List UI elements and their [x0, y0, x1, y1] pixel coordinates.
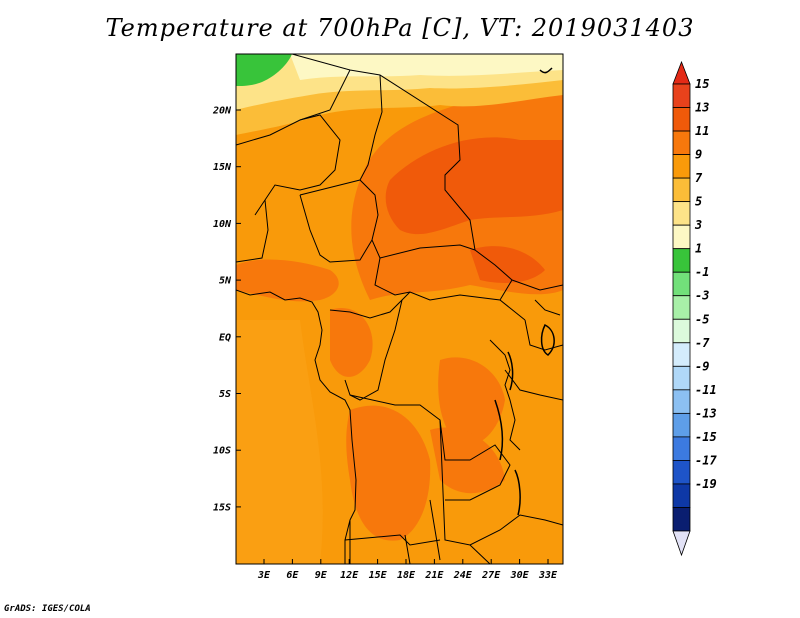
- green-corner-1-3: [236, 54, 292, 86]
- colorbar-lower-arrow: [672, 530, 691, 557]
- colorbar-upper-arrow: [672, 60, 691, 85]
- colorbar-label: -19: [695, 477, 717, 491]
- colorbar: 15 13 11 9 7 5 3 1 -1 -3 -5 -7 -9 -11 -13 -15 -17 -19: [672, 60, 717, 557]
- lat-tick-label: EQ: [219, 332, 231, 343]
- longitude-axis: 3E 6E 9E 12E 15E 18E 21E 24E 27E 30E 33E: [257, 559, 558, 581]
- hot-zone-chad: [385, 137, 563, 235]
- lakes: [494, 67, 555, 516]
- colorbar-label: 13: [695, 101, 709, 115]
- grads-credit: GrADS: IGES/COLA: [4, 604, 91, 614]
- colorbar-segment: [672, 248, 691, 273]
- lon-tick-label: 18E: [397, 570, 416, 581]
- lon-tick-label: 21E: [424, 570, 444, 581]
- borders: [236, 54, 563, 564]
- warm-zone-angola: [346, 405, 431, 541]
- lat-tick-label: 10S: [213, 446, 231, 457]
- map-frame: [235, 53, 564, 565]
- colorbar-label: -1: [695, 265, 709, 279]
- colorbar-segment: [672, 436, 691, 461]
- colorbar-label: 5: [695, 195, 702, 209]
- colorbar-segment: [672, 389, 691, 414]
- colorbar-label: -9: [695, 359, 709, 373]
- lon-tick-label: 33E: [538, 570, 558, 581]
- cool-band-north-3-5: [290, 54, 563, 80]
- warm-zone-west: [236, 259, 339, 302]
- colorbar-segment: [672, 507, 691, 532]
- colorbar-label: -7: [695, 336, 710, 350]
- colorbar-label: 11: [695, 124, 709, 138]
- colorbar-label: 1: [695, 242, 702, 256]
- colorbar-label: 9: [695, 148, 702, 162]
- colorbar-segment: [672, 201, 691, 226]
- lat-tick-label: 5N: [219, 276, 232, 287]
- colorbar-label: -13: [695, 406, 717, 420]
- lon-tick-label: 9E: [315, 570, 328, 581]
- colorbar-label: 7: [695, 171, 703, 185]
- chart-title: Temperature at 700hPa [C], VT: 201903140…: [105, 14, 695, 42]
- lon-tick-label: 6E: [286, 570, 299, 581]
- colorbar-segment: [672, 130, 691, 155]
- lon-tick-label: 15E: [369, 570, 388, 581]
- colorbar-segment: [672, 412, 691, 438]
- colorbar-label: 15: [695, 77, 709, 91]
- colorbar-segment: [672, 83, 691, 108]
- colorbar-segment: [672, 460, 691, 485]
- colorbar-segment: [672, 224, 691, 250]
- colorbar-segment: [672, 365, 691, 391]
- colorbar-segment: [672, 483, 691, 508]
- colorbar-label: -5: [695, 312, 709, 326]
- colorbar-label: -3: [695, 289, 709, 303]
- lon-tick-label: 24E: [453, 570, 473, 581]
- colorbar-segment: [672, 271, 691, 297]
- colorbar-segment: [672, 154, 691, 179]
- lat-tick-label: 5S: [219, 389, 231, 400]
- colorbar-segment: [672, 318, 691, 344]
- colorbar-segment: [672, 107, 691, 132]
- lon-tick-label: 27E: [481, 570, 501, 581]
- warm-zone-east: [438, 357, 505, 446]
- lon-tick-label: 3E: [257, 570, 271, 581]
- ocean-cooler-band: [236, 320, 323, 564]
- warm-zone-congo: [330, 308, 373, 377]
- latitude-axis: 20N 15N 10N 5N EQ 5S 10S 15S: [212, 106, 241, 513]
- colorbar-segment: [672, 295, 691, 320]
- lat-tick-label: 15S: [213, 502, 231, 513]
- lat-tick-label: 15N: [213, 162, 232, 173]
- lon-tick-label: 30E: [510, 570, 530, 581]
- colorbar-label: -15: [695, 430, 717, 444]
- colorbar-label: -11: [695, 383, 717, 397]
- hot-zone-car: [470, 246, 545, 283]
- colorbar-segment: [672, 342, 691, 367]
- lat-tick-label: 20N: [212, 106, 232, 117]
- colorbar-label: -17: [695, 453, 717, 467]
- lat-tick-label: 10N: [213, 219, 232, 230]
- colorbar-label: 3: [694, 218, 702, 232]
- colorbar-segment: [672, 177, 691, 203]
- lon-tick-label: 12E: [340, 570, 359, 581]
